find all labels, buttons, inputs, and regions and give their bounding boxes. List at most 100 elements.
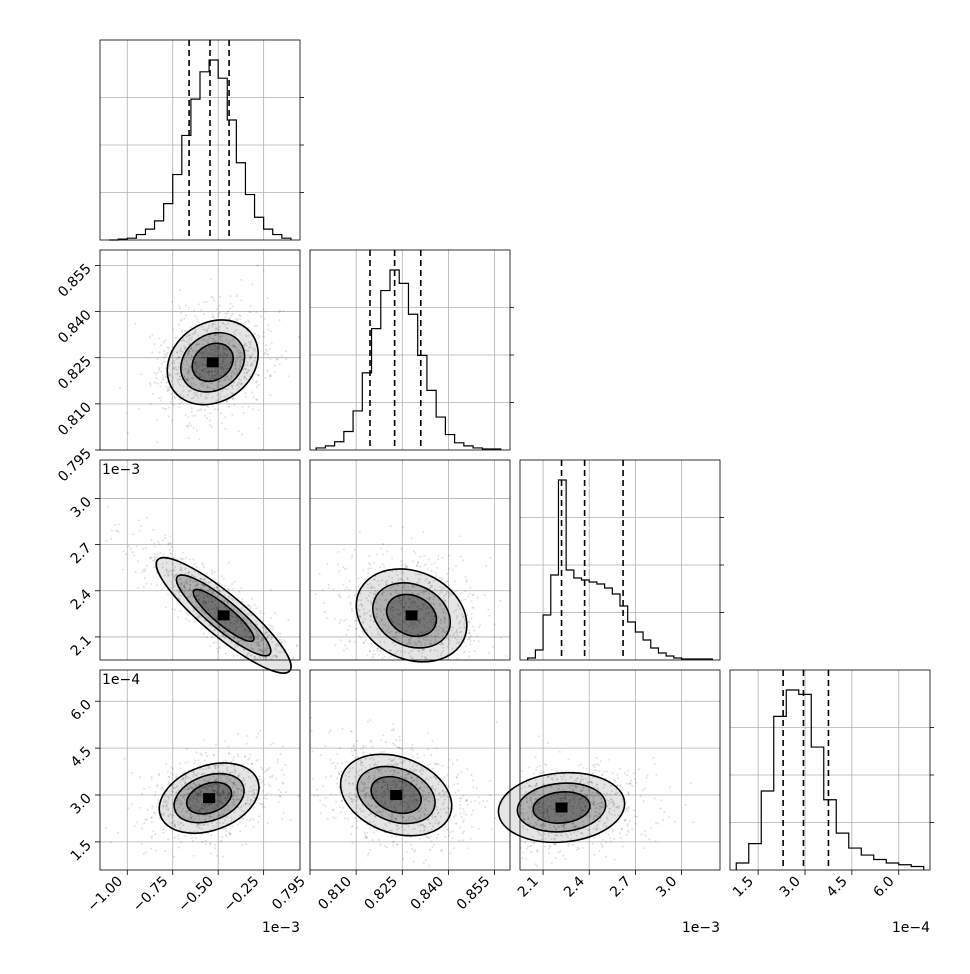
scatter-point xyxy=(264,806,266,808)
scatter-point xyxy=(338,772,340,774)
scatter-point xyxy=(226,313,228,315)
scatter-point xyxy=(178,838,180,840)
scatter-point xyxy=(131,772,133,774)
scatter-point xyxy=(230,295,232,297)
scatter-point xyxy=(496,721,498,723)
scatter-point xyxy=(378,839,380,841)
scatter-point xyxy=(369,651,371,653)
scatter-point xyxy=(127,807,129,809)
scatter-point xyxy=(266,350,268,352)
scatter-point xyxy=(252,378,254,380)
scatter-point xyxy=(662,819,664,821)
scatter-point xyxy=(168,544,170,546)
scatter-point xyxy=(528,766,530,768)
scatter-point xyxy=(319,573,321,575)
scatter-point xyxy=(149,384,151,386)
scatter-point xyxy=(320,812,322,814)
scatter-point xyxy=(219,647,221,649)
scatter-point xyxy=(424,564,426,566)
scatter-point xyxy=(193,427,195,429)
scatter-point xyxy=(456,658,458,660)
scatter-point xyxy=(419,556,421,558)
scatter-point xyxy=(369,752,371,754)
scatter-point xyxy=(599,850,601,852)
scatter-point xyxy=(246,819,248,821)
scatter-point xyxy=(157,371,159,373)
scatter-point xyxy=(594,769,596,771)
scatter-point xyxy=(278,311,280,313)
scatter-point xyxy=(171,546,173,548)
scatter-point xyxy=(392,742,394,744)
scatter-point xyxy=(356,740,358,742)
scatter-point xyxy=(173,856,175,858)
scatter-point xyxy=(412,561,414,563)
scatter-point xyxy=(156,786,158,788)
scatter-point xyxy=(154,382,156,384)
scatter-point xyxy=(493,636,495,638)
scatter-point xyxy=(154,791,156,793)
scatter-point xyxy=(391,557,393,559)
scatter-point xyxy=(330,775,332,777)
scatter-point xyxy=(234,318,236,320)
scatter-point xyxy=(171,393,173,395)
scatter-point xyxy=(482,800,484,802)
scatter-point xyxy=(399,747,401,749)
scatter-point xyxy=(594,766,596,768)
scatter-point xyxy=(177,835,179,837)
scatter-point xyxy=(169,549,171,551)
scatter-point xyxy=(595,769,597,771)
scatter-point xyxy=(185,330,187,332)
scatter-point xyxy=(287,619,289,621)
scatter-point xyxy=(159,386,161,388)
scatter-point xyxy=(244,756,246,758)
scatter-point xyxy=(214,571,216,573)
scatter-point xyxy=(134,825,136,827)
scatter-point xyxy=(239,821,241,823)
scatter-point xyxy=(168,407,170,409)
scatter-point xyxy=(402,526,404,528)
scatter-point xyxy=(645,777,647,779)
scatter-point xyxy=(432,768,434,770)
scatter-point xyxy=(369,827,371,829)
scatter-point xyxy=(619,832,621,834)
scatter-point xyxy=(384,656,386,658)
scatter-point xyxy=(196,318,198,320)
scatter-point xyxy=(184,762,186,764)
scatter-point xyxy=(461,816,463,818)
scatter-point xyxy=(638,768,640,770)
scatter-point xyxy=(369,564,371,566)
scatter-point xyxy=(151,334,153,336)
scatter-point xyxy=(143,586,145,588)
scatter-point xyxy=(547,742,549,744)
scatter-point xyxy=(219,841,221,843)
scatter-point xyxy=(471,814,473,816)
scatter-point xyxy=(270,330,272,332)
scatter-point xyxy=(258,798,260,800)
scatter-point xyxy=(290,819,292,821)
scatter-point xyxy=(472,810,474,812)
scatter-point xyxy=(349,580,351,582)
scatter-point xyxy=(335,767,337,769)
scatter-point xyxy=(117,832,119,834)
scatter-point xyxy=(660,799,662,801)
scatter-point xyxy=(487,609,489,611)
scatter-point xyxy=(605,856,607,858)
scatter-point xyxy=(160,344,162,346)
scatter-point xyxy=(372,653,374,655)
scatter-point xyxy=(146,565,148,567)
scatter-point xyxy=(159,552,161,554)
scatter-point xyxy=(142,548,144,550)
scatter-point xyxy=(335,794,337,796)
scatter-point xyxy=(296,645,298,647)
scatter-point xyxy=(154,794,156,796)
scatter-point xyxy=(237,824,239,826)
scatter-point xyxy=(149,786,151,788)
scatter-point xyxy=(489,780,491,782)
density-peak xyxy=(218,610,230,620)
scatter-point xyxy=(654,763,656,765)
scatter-point xyxy=(239,591,241,593)
scatter-point xyxy=(340,811,342,813)
scatter-point xyxy=(197,410,199,412)
scatter-point xyxy=(191,412,193,414)
scatter-point xyxy=(330,793,332,795)
